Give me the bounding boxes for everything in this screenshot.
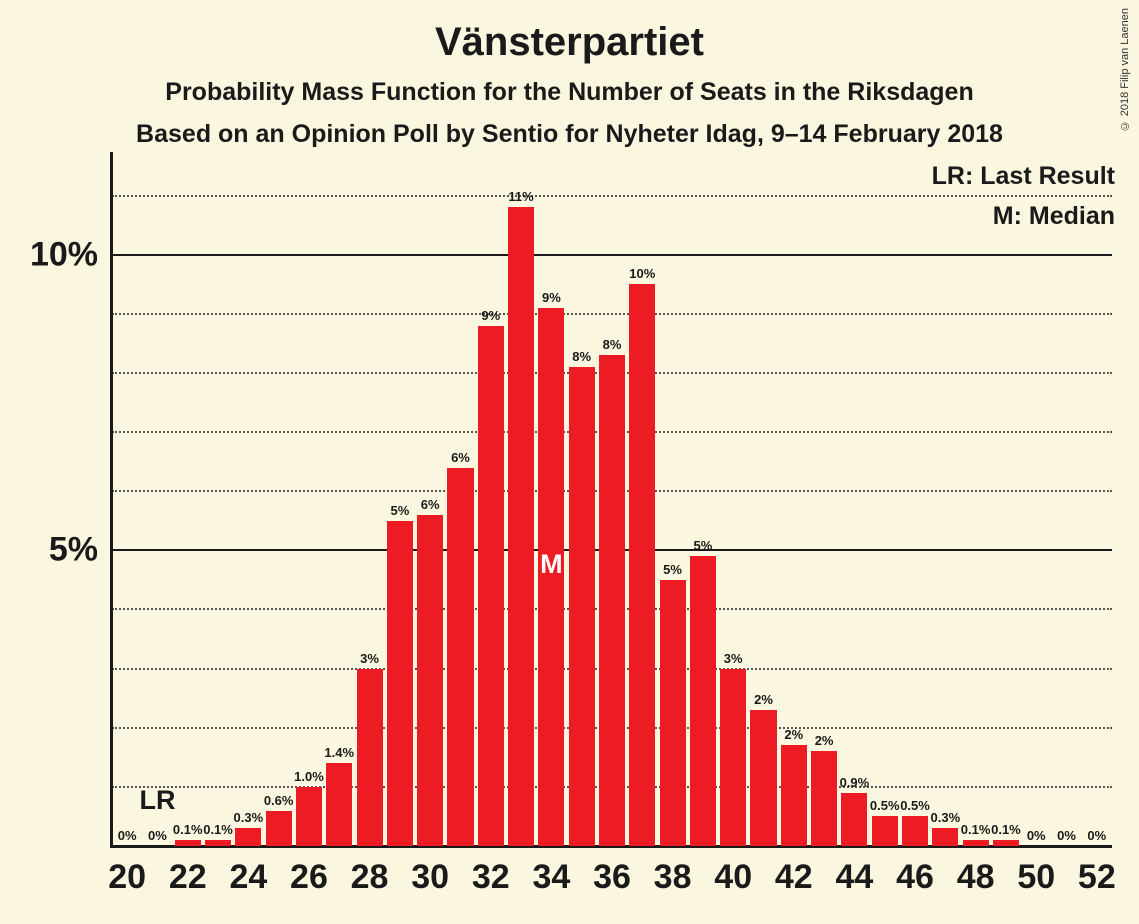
grid-major-line <box>112 254 1112 256</box>
bar-value-label: 0.1% <box>173 822 203 837</box>
bar: 0.3% <box>932 828 958 846</box>
x-axis-tick-label: 30 <box>411 858 449 897</box>
bar: 10% <box>629 284 655 846</box>
bar: 11% <box>508 207 534 846</box>
bar: 0.6% <box>266 811 292 846</box>
bar-value-label: 3% <box>360 651 379 666</box>
bar-value-label: 6% <box>421 497 440 512</box>
x-axis-tick-label: 36 <box>593 858 631 897</box>
bar-value-label: 0.1% <box>961 822 991 837</box>
bar-value-label: 0% <box>1027 828 1046 843</box>
x-axis-tick-label: 52 <box>1078 858 1116 897</box>
chart-container: © 2018 Filip van Laenen Vänsterpartiet P… <box>0 0 1139 924</box>
grid-minor-line <box>112 195 1112 197</box>
bar: 0.1% <box>205 840 231 846</box>
x-axis-tick-label: 40 <box>714 858 752 897</box>
bar: 5% <box>690 556 716 846</box>
bar: 2% <box>750 710 776 846</box>
y-axis-tick-label: 5% <box>49 531 98 570</box>
x-axis-tick-label: 22 <box>169 858 207 897</box>
bar-value-label: 1.4% <box>324 745 354 760</box>
bar-value-label: 3% <box>724 651 743 666</box>
bar-value-label: 10% <box>629 266 655 281</box>
bar-value-label: 1.0% <box>294 769 324 784</box>
bar-value-label: 9% <box>481 308 500 323</box>
chart-subtitle-1: Probability Mass Function for the Number… <box>0 78 1139 107</box>
bar: 0.5% <box>872 816 898 846</box>
x-axis-tick-label: 34 <box>532 858 570 897</box>
bar-value-label: 0% <box>1087 828 1106 843</box>
bar: 3% <box>357 669 383 846</box>
x-axis-tick-label: 32 <box>472 858 510 897</box>
bar-value-label: 9% <box>542 290 561 305</box>
grid-minor-line <box>112 313 1112 315</box>
x-axis-tick-label: 48 <box>957 858 995 897</box>
bar-value-label: 2% <box>754 692 773 707</box>
y-axis-tick-label: 10% <box>30 235 98 274</box>
x-axis-tick-label: 20 <box>108 858 146 897</box>
bar: 0.5% <box>902 816 928 846</box>
bar: 6% <box>447 468 473 846</box>
bar-value-label: 0.1% <box>203 822 233 837</box>
bar: 5% <box>660 580 686 846</box>
bar: 0.1% <box>175 840 201 846</box>
x-axis-tick-label: 46 <box>896 858 934 897</box>
bar-value-label: 5% <box>693 538 712 553</box>
bar: 9% <box>478 326 504 846</box>
bar-value-label: 8% <box>603 337 622 352</box>
marker-median: M <box>540 549 563 580</box>
marker-last-result: LR <box>139 785 175 816</box>
bar-value-label: 0.9% <box>840 775 870 790</box>
bar: 0.3% <box>235 828 261 846</box>
bar: 2% <box>781 745 807 846</box>
bar-value-label: 0% <box>148 828 167 843</box>
bar: 0.1% <box>963 840 989 846</box>
bar: 0.9% <box>841 793 867 846</box>
x-axis-tick-label: 28 <box>351 858 389 897</box>
bar: 8% <box>569 367 595 846</box>
bar-value-label: 8% <box>572 349 591 364</box>
bar-value-label: 5% <box>390 503 409 518</box>
bar-value-label: 0.1% <box>991 822 1021 837</box>
x-axis-tick-label: 26 <box>290 858 328 897</box>
bar-value-label: 2% <box>815 733 834 748</box>
bar-value-label: 0.5% <box>900 798 930 813</box>
y-axis <box>110 152 113 846</box>
chart-subtitle-2: Based on an Opinion Poll by Sentio for N… <box>0 120 1139 149</box>
bar-value-label: 5% <box>663 562 682 577</box>
x-axis-tick-label: 44 <box>836 858 874 897</box>
bar: 6% <box>417 515 443 846</box>
bar: 8% <box>599 355 625 846</box>
bar-value-label: 0% <box>1057 828 1076 843</box>
bar-value-label: 0.3% <box>234 810 264 825</box>
chart-title: Vänsterpartiet <box>0 20 1139 65</box>
x-axis-tick-label: 42 <box>775 858 813 897</box>
bar: 5% <box>387 521 413 846</box>
bar-value-label: 11% <box>508 189 533 204</box>
bar: 2% <box>811 751 837 846</box>
bar: 0.1% <box>993 840 1019 846</box>
bar-value-label: 0% <box>118 828 137 843</box>
x-axis-tick-label: 24 <box>229 858 267 897</box>
bar-value-label: 0.5% <box>870 798 900 813</box>
bar-value-label: 2% <box>784 727 803 742</box>
bar: 3% <box>720 669 746 846</box>
bar-value-label: 0.6% <box>264 793 294 808</box>
bar-value-label: 0.3% <box>930 810 960 825</box>
plot-area: 5%10%0%0%0.1%0.1%0.3%0.6%1.0%1.4%3%5%6%6… <box>112 166 1112 846</box>
x-axis-tick-label: 50 <box>1017 858 1055 897</box>
bar-value-label: 6% <box>451 450 470 465</box>
bar: 1.0% <box>296 787 322 846</box>
x-axis-tick-label: 38 <box>654 858 692 897</box>
bar: 1.4% <box>326 763 352 846</box>
